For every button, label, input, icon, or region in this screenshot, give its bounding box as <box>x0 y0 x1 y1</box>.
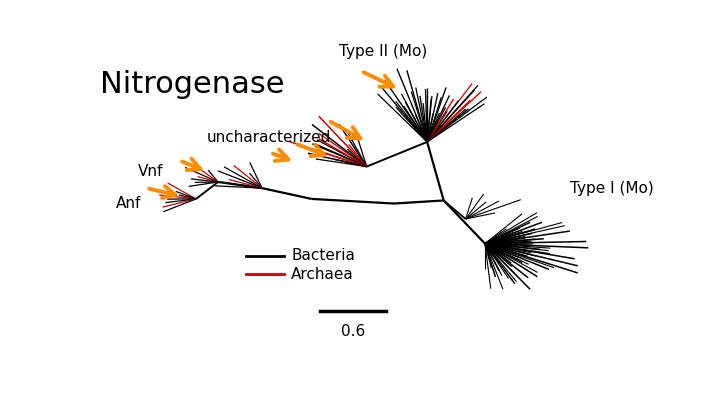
Text: 0.6: 0.6 <box>341 324 365 339</box>
Text: Bacteria: Bacteria <box>291 248 355 264</box>
Text: Archaea: Archaea <box>291 267 354 282</box>
Text: Vnf: Vnf <box>138 164 163 179</box>
Text: Anf: Anf <box>116 196 141 211</box>
Text: Type II (Mo): Type II (Mo) <box>339 44 427 59</box>
Text: Type I (Mo): Type I (Mo) <box>570 181 654 196</box>
Text: uncharacterized: uncharacterized <box>207 130 332 145</box>
Text: Nitrogenase: Nitrogenase <box>99 70 284 98</box>
